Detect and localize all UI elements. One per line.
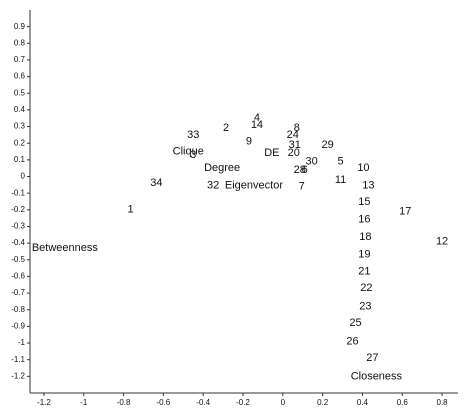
y-tick-label: -0.2 (11, 205, 25, 214)
y-tick-label: 0.7 (14, 55, 26, 64)
point-label: 19 (358, 249, 370, 261)
point-label: Eigenvector (225, 180, 283, 192)
point-label: 26 (346, 335, 358, 347)
point-label: 7 (299, 180, 305, 192)
x-tick-label: -1.2 (37, 398, 51, 407)
y-tick-label: 0.5 (14, 88, 26, 97)
y-tick-label: -0.7 (11, 288, 25, 297)
x-tick-label: -0.2 (236, 398, 250, 407)
x-tick-label: -1 (80, 398, 88, 407)
point-label: Clique (173, 145, 204, 157)
point-label: 22 (360, 282, 372, 294)
point-label: 31 (289, 139, 301, 151)
point-label: 13 (362, 180, 374, 192)
point-label: DE (264, 147, 279, 159)
point-label: 3 (190, 149, 196, 161)
point-label: 8 (294, 122, 300, 134)
point-label: 6 (302, 164, 308, 176)
y-tick-label: -1.1 (11, 355, 25, 364)
y-tick-label: -0.6 (11, 272, 25, 281)
y-tick-label: -1.2 (11, 371, 25, 380)
point-label: 17 (399, 205, 411, 217)
y-tick-label: 0.6 (14, 72, 26, 81)
y-tick-label: 0.9 (14, 22, 26, 31)
y-tick-label: -0.3 (11, 222, 25, 231)
point-label: 29 (321, 139, 333, 151)
x-tick-label: 0.8 (437, 398, 449, 407)
x-tick-label: -0.4 (196, 398, 210, 407)
y-tick-label: -0.5 (11, 255, 25, 264)
point-label: 1 (127, 204, 133, 216)
y-tick-label: -0.4 (11, 238, 25, 247)
point-label: 14 (251, 119, 263, 131)
point-label: 4 (254, 112, 260, 124)
point-label: 28 (294, 164, 306, 176)
x-tick-label: 0.4 (357, 398, 369, 407)
y-tick-label: -0.8 (11, 305, 25, 314)
point-label: 25 (349, 317, 361, 329)
point-label: Closeness (351, 370, 403, 382)
point-label: Betweenness (32, 242, 99, 254)
y-tick-label: -0.9 (11, 322, 25, 331)
point-label: 32 (207, 180, 219, 192)
point-label: Degree (204, 162, 240, 174)
y-tick-label: 0.3 (14, 122, 26, 131)
point-label: 33 (187, 129, 199, 141)
point-label: 2 (223, 122, 229, 134)
y-tick-label: 0.2 (14, 138, 26, 147)
y-tick-label: 0.1 (14, 155, 26, 164)
y-tick-label: -1 (18, 338, 26, 347)
x-tick-label: -0.8 (117, 398, 131, 407)
y-tick-label: -0.1 (11, 188, 25, 197)
point-label: 23 (359, 300, 371, 312)
point-label: 10 (357, 162, 369, 174)
x-tick-label: 0.2 (317, 398, 329, 407)
point-label: 34 (150, 177, 162, 189)
point-label: 20 (288, 147, 300, 159)
y-tick-label: 0.4 (14, 105, 26, 114)
x-tick-label: -0.6 (156, 398, 170, 407)
point-label: 5 (337, 155, 343, 167)
point-label: 30 (306, 155, 318, 167)
point-label: 18 (359, 231, 371, 243)
point-label: 24 (287, 129, 299, 141)
point-label: 9 (246, 135, 252, 147)
y-tick-label: 0.8 (14, 38, 26, 47)
point-label: 16 (358, 214, 370, 226)
point-label: 11 (335, 174, 346, 186)
point-label: 12 (436, 235, 448, 247)
x-tick-label: 0 (281, 398, 286, 407)
point-label: 15 (358, 196, 370, 208)
y-tick-label: 0 (21, 172, 26, 181)
x-tick-label: 0.6 (397, 398, 409, 407)
point-label: 27 (366, 352, 378, 364)
point-label: 21 (358, 265, 370, 277)
